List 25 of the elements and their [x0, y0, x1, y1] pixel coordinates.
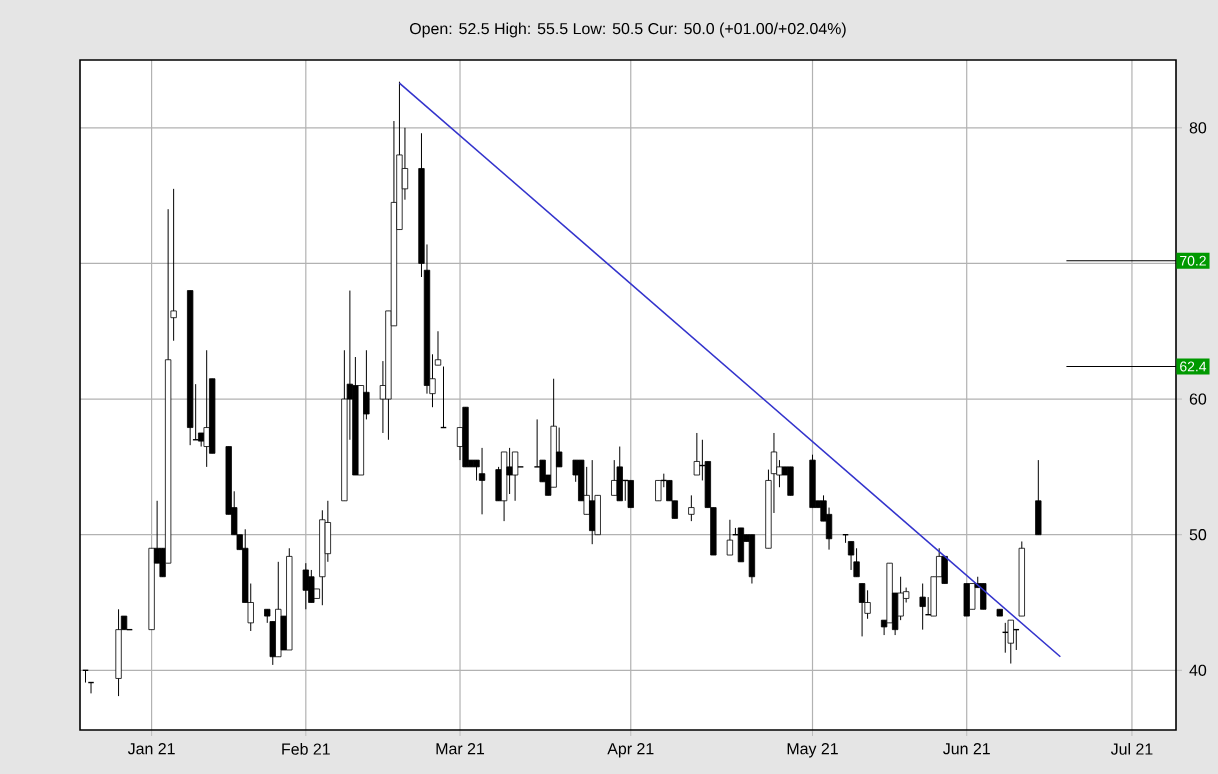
- candlestick: [748, 534, 756, 585]
- candlestick: [963, 583, 970, 617]
- candlestick: [203, 349, 210, 468]
- candlestick: [858, 583, 866, 637]
- candlestick: [847, 540, 855, 571]
- candlestick: [809, 454, 816, 509]
- candlestick: [853, 547, 860, 578]
- candlestick: [941, 555, 948, 585]
- candlestick: [919, 583, 926, 631]
- candlestick: [506, 447, 513, 495]
- candlestick: [688, 494, 695, 522]
- candlestick: [1007, 619, 1014, 665]
- candlestick: [693, 432, 700, 476]
- candlestick: [478, 447, 486, 515]
- candlestick: [302, 562, 309, 610]
- candlestick: [787, 466, 794, 496]
- candlestick: [308, 569, 315, 604]
- candlestick: [825, 507, 833, 551]
- candlestick: [616, 446, 623, 502]
- candlestick: [1035, 459, 1042, 536]
- candlestick: [655, 479, 662, 502]
- candlestick: [980, 583, 987, 610]
- candlestick: [969, 583, 976, 610]
- candlestick: [627, 479, 634, 509]
- candlestick: [511, 451, 519, 502]
